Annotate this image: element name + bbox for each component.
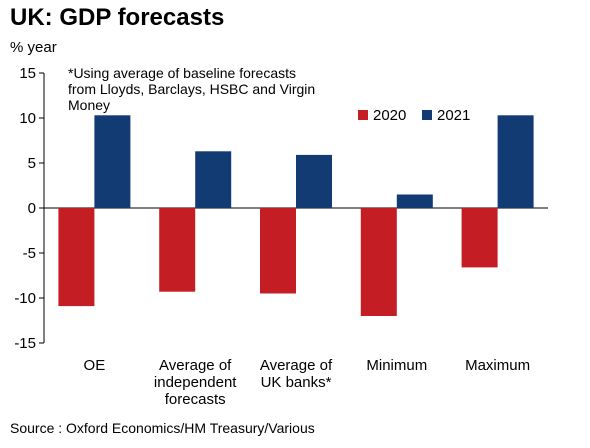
- category-label-line: forecasts: [165, 391, 226, 408]
- category-label-line: UK banks*: [261, 374, 332, 391]
- y-tick-label: -10: [14, 290, 36, 307]
- chart-annotation: *Using average of baseline forecasts from…: [68, 65, 315, 113]
- legend-label-2021: 2021: [437, 107, 470, 124]
- bar-2020: [58, 208, 95, 307]
- y-tick-label: 5: [28, 155, 36, 172]
- category-label-line: OE: [84, 357, 106, 374]
- bar-2020: [159, 208, 196, 292]
- category-label-line: Maximum: [465, 357, 530, 374]
- source-note: Source : Oxford Economics/HM Treasury/Va…: [10, 420, 315, 436]
- category-label: Average of independent forecasts: [154, 357, 237, 408]
- bar-2020: [360, 208, 397, 316]
- legend-label-2020: 2020: [373, 107, 406, 124]
- category-label-line: Average of: [260, 357, 333, 374]
- bar-2020: [461, 208, 498, 268]
- y-axis: 15 10 5 0 -5 -10 -15: [14, 65, 45, 352]
- y-tick-label: 10: [19, 110, 36, 127]
- annotation-line: *Using average of baseline forecasts: [68, 65, 296, 81]
- category-label-line: Minimum: [366, 357, 427, 374]
- category-label: OE: [84, 357, 106, 374]
- chart-title: UK: GDP forecasts: [10, 4, 225, 31]
- annotation-line: from Lloyds, Barclays, HSBC and Virgin: [68, 81, 315, 97]
- legend-swatch-2021: [422, 110, 432, 120]
- category-label: Average of UK banks*: [260, 357, 333, 391]
- category-label-line: independent: [154, 374, 237, 391]
- category-label: Maximum: [465, 357, 530, 374]
- y-tick-label: 0: [28, 200, 36, 217]
- annotation-line: Money: [68, 97, 110, 113]
- bar-2021: [497, 115, 534, 208]
- category-label-line: Average of: [159, 357, 232, 374]
- y-tick-label: -5: [23, 245, 36, 262]
- bars: [58, 115, 534, 316]
- bar-2021: [195, 151, 232, 208]
- legend-swatch-2020: [358, 110, 368, 120]
- bar-2021: [396, 194, 433, 208]
- y-tick-label: 15: [19, 65, 36, 82]
- bar-2020: [260, 208, 296, 294]
- y-axis-unit-label: % year: [10, 39, 57, 56]
- y-tick-label: -15: [14, 335, 36, 352]
- category-label: Minimum: [366, 357, 427, 374]
- bar-2021: [296, 154, 332, 208]
- bar-2021: [94, 115, 131, 208]
- legend: 2020 2021: [358, 107, 470, 124]
